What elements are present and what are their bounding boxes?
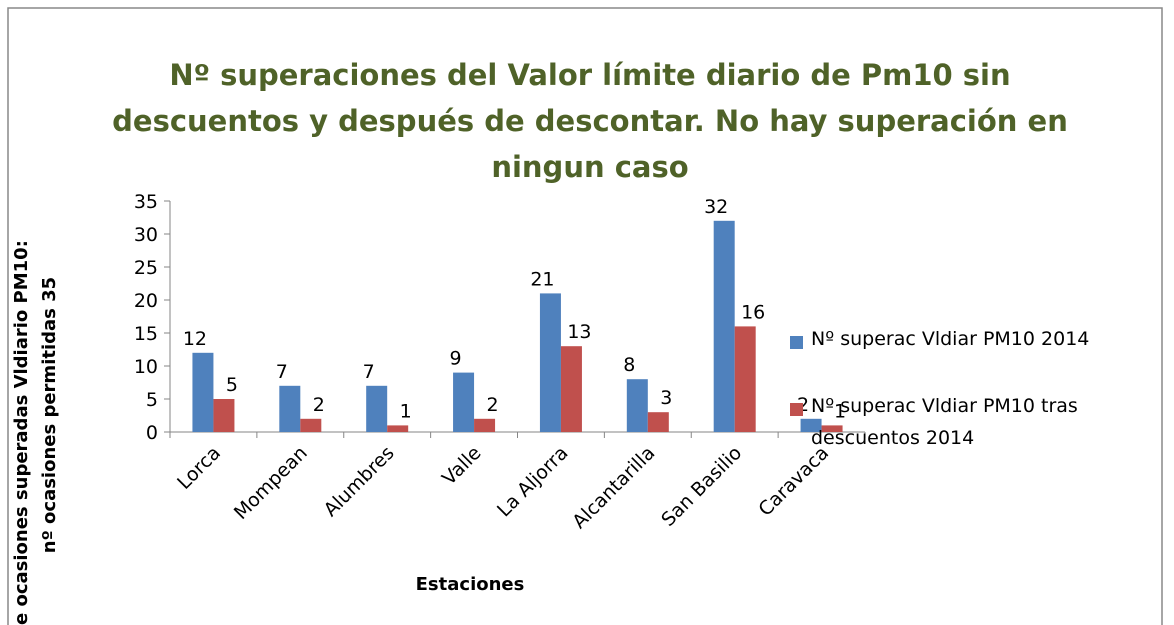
value-label: 7: [363, 361, 375, 383]
chart-title: ningun caso: [491, 150, 688, 184]
y-tick-label: 10: [134, 356, 158, 378]
x-axis-title: Estaciones: [416, 574, 525, 595]
y-tick-label: 15: [134, 323, 158, 345]
bar: [734, 326, 756, 432]
y-axis-title: nº ocasiones permitidas 35: [39, 277, 60, 553]
bar: [300, 418, 322, 432]
value-label: 21: [530, 268, 554, 290]
legend-label: Nº superac Vldiar PM10 tras descuentos 2…: [811, 395, 1078, 449]
bar: [800, 418, 822, 432]
value-label: 1: [400, 400, 412, 422]
y-tick-label: 0: [146, 422, 158, 444]
value-label: 3: [660, 387, 672, 409]
value-label: 2: [313, 394, 325, 416]
bar: [713, 220, 735, 432]
x-tick-label: Lorca: [173, 442, 225, 494]
legend: Nº superac Vldiar PM10 2014 Nº superac Vl…: [790, 328, 1150, 496]
y-axis-title: e ocasiones superadas Vldiario PM10:: [11, 240, 32, 625]
x-tick-label: Valle: [438, 442, 486, 490]
value-label: 1: [834, 400, 846, 422]
bar: [647, 412, 669, 432]
x-tick-label: San Basilio: [657, 442, 746, 531]
bar: [387, 425, 409, 432]
y-tick-label: 5: [146, 389, 158, 411]
bar: [366, 385, 388, 432]
y-tick-label: 35: [134, 191, 158, 213]
y-tick-label: 20: [134, 290, 158, 312]
x-tick-label: Alumbres: [320, 442, 399, 521]
chart-border: [7, 7, 1163, 625]
legend-swatch: [790, 403, 803, 416]
bar: [474, 418, 496, 432]
value-label: 7: [276, 361, 288, 383]
value-label: 8: [623, 354, 635, 376]
legend-item: Nº superac Vldiar PM10 2014: [790, 328, 1150, 355]
bar: [453, 372, 475, 432]
y-tick-label: 25: [134, 257, 158, 279]
value-label: 5: [226, 374, 238, 396]
value-label: 2: [487, 394, 499, 416]
bar: [279, 385, 301, 432]
bar: [560, 346, 582, 432]
x-tick-label: Mompean: [230, 442, 312, 524]
bar: [821, 425, 843, 432]
bar: [192, 352, 214, 432]
y-tick-label: 30: [134, 224, 158, 246]
legend-label: Nº superac Vldiar PM10 2014: [811, 328, 1090, 350]
x-tick-label: La Aljorra: [493, 442, 572, 521]
bar: [213, 399, 235, 432]
legend-swatch: [790, 336, 803, 349]
bar: [539, 293, 561, 432]
value-label: 16: [741, 301, 765, 323]
legend-item: Nº superac Vldiar PM10 tras descuentos 2…: [790, 395, 1150, 454]
value-label: 12: [183, 328, 207, 350]
chart-title: Nº superaciones del Valor límite diario …: [169, 58, 1010, 92]
value-label: 9: [450, 348, 462, 370]
x-tick-label: Alcantarilla: [568, 442, 659, 533]
value-label: 13: [567, 321, 591, 343]
value-label: 32: [704, 196, 728, 218]
chart-title: descuentos y después de descontar. No ha…: [112, 104, 1068, 138]
bar: [626, 379, 648, 432]
